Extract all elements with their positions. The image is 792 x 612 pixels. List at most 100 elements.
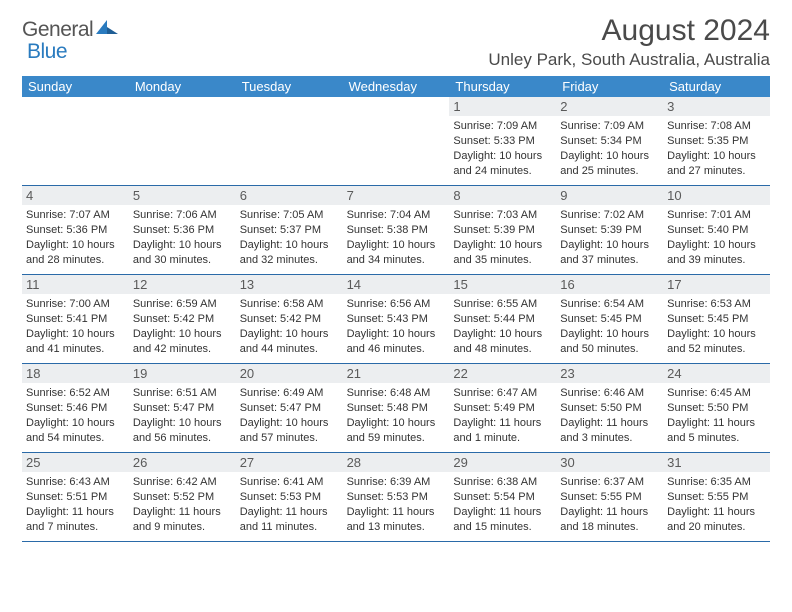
sunrise-text: Sunrise: 6:41 AM	[240, 475, 339, 490]
daylight-text: Daylight: 10 hours and 39 minutes.	[667, 238, 766, 268]
day-number: 12	[129, 275, 236, 294]
day-detail: Sunrise: 7:09 AMSunset: 5:33 PMDaylight:…	[453, 119, 552, 178]
day-detail: Sunrise: 6:48 AMSunset: 5:48 PMDaylight:…	[347, 386, 446, 445]
day-cell: 29Sunrise: 6:38 AMSunset: 5:54 PMDayligh…	[449, 453, 556, 541]
day-detail: Sunrise: 6:35 AMSunset: 5:55 PMDaylight:…	[667, 475, 766, 534]
daylight-text: Daylight: 11 hours and 20 minutes.	[667, 505, 766, 535]
empty-cell	[236, 97, 343, 185]
daylight-text: Daylight: 11 hours and 18 minutes.	[560, 505, 659, 535]
day-number: 3	[663, 97, 770, 116]
sunrise-text: Sunrise: 6:37 AM	[560, 475, 659, 490]
empty-cell	[129, 97, 236, 185]
sunrise-text: Sunrise: 6:59 AM	[133, 297, 232, 312]
day-header-cell: Sunday	[22, 76, 129, 97]
daylight-text: Daylight: 10 hours and 32 minutes.	[240, 238, 339, 268]
day-cell: 8Sunrise: 7:03 AMSunset: 5:39 PMDaylight…	[449, 186, 556, 274]
sunrise-text: Sunrise: 6:48 AM	[347, 386, 446, 401]
week-row: 1 Sunrise: 7:09 AMSunset: 5:33 PMDaylight…	[22, 97, 770, 186]
week-row: 25Sunrise: 6:43 AMSunset: 5:51 PMDayligh…	[22, 453, 770, 542]
day-detail: Sunrise: 7:08 AMSunset: 5:35 PMDaylight:…	[667, 119, 766, 178]
daylight-text: Daylight: 11 hours and 9 minutes.	[133, 505, 232, 535]
week-row: 18Sunrise: 6:52 AMSunset: 5:46 PMDayligh…	[22, 364, 770, 453]
day-cell: 14Sunrise: 6:56 AMSunset: 5:43 PMDayligh…	[343, 275, 450, 363]
day-number: 6	[236, 186, 343, 205]
day-cell: 18Sunrise: 6:52 AMSunset: 5:46 PMDayligh…	[22, 364, 129, 452]
daylight-text: Daylight: 10 hours and 54 minutes.	[26, 416, 125, 446]
day-detail: Sunrise: 6:47 AMSunset: 5:49 PMDaylight:…	[453, 386, 552, 445]
day-cell: 28Sunrise: 6:39 AMSunset: 5:53 PMDayligh…	[343, 453, 450, 541]
sunset-text: Sunset: 5:50 PM	[560, 401, 659, 416]
sunset-text: Sunset: 5:40 PM	[667, 223, 766, 238]
day-cell: 22Sunrise: 6:47 AMSunset: 5:49 PMDayligh…	[449, 364, 556, 452]
sunrise-text: Sunrise: 6:56 AM	[347, 297, 446, 312]
sunset-text: Sunset: 5:34 PM	[560, 134, 659, 149]
day-cell: 10 Sunrise: 7:01 AMSunset: 5:40 PMDayligh…	[663, 186, 770, 274]
sunset-text: Sunset: 5:49 PM	[453, 401, 552, 416]
day-header-cell: Tuesday	[236, 76, 343, 97]
day-detail: Sunrise: 6:38 AMSunset: 5:54 PMDaylight:…	[453, 475, 552, 534]
sunset-text: Sunset: 5:54 PM	[453, 490, 552, 505]
day-number: 5	[129, 186, 236, 205]
day-number: 24	[663, 364, 770, 383]
logo-word2: Blue	[27, 40, 67, 63]
sunset-text: Sunset: 5:39 PM	[560, 223, 659, 238]
empty-cell	[22, 97, 129, 185]
day-cell: 21 Sunrise: 6:48 AMSunset: 5:48 PMDayligh…	[343, 364, 450, 452]
week-row: 11Sunrise: 7:00 AMSunset: 5:41 PMDayligh…	[22, 275, 770, 364]
daylight-text: Daylight: 10 hours and 59 minutes.	[347, 416, 446, 446]
day-detail: Sunrise: 7:07 AMSunset: 5:36 PMDaylight:…	[26, 208, 125, 267]
day-number: 7	[343, 186, 450, 205]
day-number: 26	[129, 453, 236, 472]
day-detail: Sunrise: 7:04 AMSunset: 5:38 PMDaylight:…	[347, 208, 446, 267]
sunrise-text: Sunrise: 7:04 AM	[347, 208, 446, 223]
daylight-text: Daylight: 10 hours and 48 minutes.	[453, 327, 552, 357]
day-cell: 26 Sunrise: 6:42 AMSunset: 5:52 PMDayligh…	[129, 453, 236, 541]
title-block: August 2024 Unley Park, South Australia,…	[488, 14, 770, 70]
day-detail: Sunrise: 6:39 AMSunset: 5:53 PMDaylight:…	[347, 475, 446, 534]
sunset-text: Sunset: 5:36 PM	[133, 223, 232, 238]
sunrise-text: Sunrise: 6:35 AM	[667, 475, 766, 490]
day-detail: Sunrise: 7:01 AMSunset: 5:40 PMDaylight:…	[667, 208, 766, 267]
sunset-text: Sunset: 5:35 PM	[667, 134, 766, 149]
sunrise-text: Sunrise: 6:49 AM	[240, 386, 339, 401]
day-detail: Sunrise: 7:00 AMSunset: 5:41 PMDaylight:…	[26, 297, 125, 356]
sunset-text: Sunset: 5:48 PM	[347, 401, 446, 416]
day-number: 10	[663, 186, 770, 205]
day-cell: 16Sunrise: 6:54 AMSunset: 5:45 PMDayligh…	[556, 275, 663, 363]
logo-word1: General	[22, 18, 93, 42]
sunrise-text: Sunrise: 6:52 AM	[26, 386, 125, 401]
sunset-text: Sunset: 5:36 PM	[26, 223, 125, 238]
sunset-text: Sunset: 5:39 PM	[453, 223, 552, 238]
daylight-text: Daylight: 10 hours and 35 minutes.	[453, 238, 552, 268]
day-detail: Sunrise: 7:02 AMSunset: 5:39 PMDaylight:…	[560, 208, 659, 267]
sunset-text: Sunset: 5:51 PM	[26, 490, 125, 505]
sunset-text: Sunset: 5:37 PM	[240, 223, 339, 238]
day-cell: 6Sunrise: 7:05 AMSunset: 5:37 PMDaylight…	[236, 186, 343, 274]
daylight-text: Daylight: 11 hours and 5 minutes.	[667, 416, 766, 446]
daylight-text: Daylight: 11 hours and 3 minutes.	[560, 416, 659, 446]
day-number: 1	[449, 97, 556, 116]
day-number: 20	[236, 364, 343, 383]
day-number: 30	[556, 453, 663, 472]
day-cell: 11Sunrise: 7:00 AMSunset: 5:41 PMDayligh…	[22, 275, 129, 363]
day-detail: Sunrise: 6:53 AMSunset: 5:45 PMDaylight:…	[667, 297, 766, 356]
day-cell: 1 Sunrise: 7:09 AMSunset: 5:33 PMDaylight…	[449, 97, 556, 185]
day-cell: 15Sunrise: 6:55 AMSunset: 5:44 PMDayligh…	[449, 275, 556, 363]
day-detail: Sunrise: 6:52 AMSunset: 5:46 PMDaylight:…	[26, 386, 125, 445]
sunrise-text: Sunrise: 6:47 AM	[453, 386, 552, 401]
day-detail: Sunrise: 7:03 AMSunset: 5:39 PMDaylight:…	[453, 208, 552, 267]
daylight-text: Daylight: 10 hours and 44 minutes.	[240, 327, 339, 357]
sunset-text: Sunset: 5:52 PM	[133, 490, 232, 505]
day-detail: Sunrise: 7:06 AMSunset: 5:36 PMDaylight:…	[133, 208, 232, 267]
day-header-cell: Saturday	[663, 76, 770, 97]
day-cell: 23Sunrise: 6:46 AMSunset: 5:50 PMDayligh…	[556, 364, 663, 452]
sunrise-text: Sunrise: 7:09 AM	[453, 119, 552, 134]
day-detail: Sunrise: 6:51 AMSunset: 5:47 PMDaylight:…	[133, 386, 232, 445]
sunrise-text: Sunrise: 6:42 AM	[133, 475, 232, 490]
day-number: 21	[343, 364, 450, 383]
day-cell: 25Sunrise: 6:43 AMSunset: 5:51 PMDayligh…	[22, 453, 129, 541]
sunset-text: Sunset: 5:47 PM	[133, 401, 232, 416]
daylight-text: Daylight: 11 hours and 7 minutes.	[26, 505, 125, 535]
sunset-text: Sunset: 5:45 PM	[667, 312, 766, 327]
sunset-text: Sunset: 5:53 PM	[347, 490, 446, 505]
